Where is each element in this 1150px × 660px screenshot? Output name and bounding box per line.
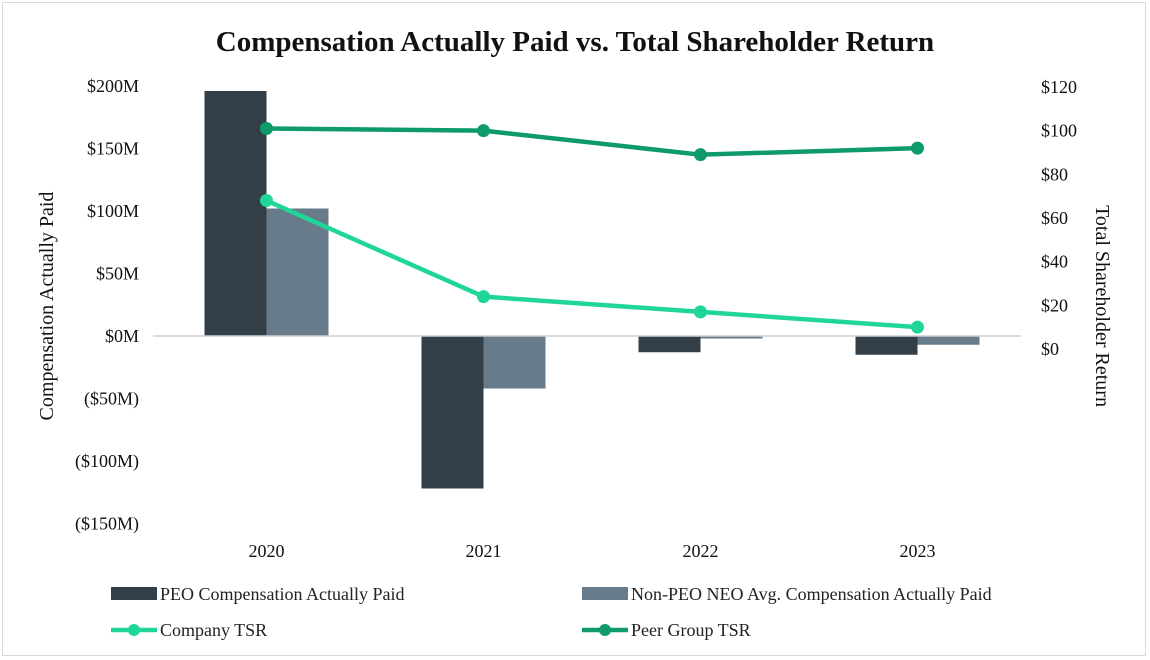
plot-area: $200M $150M $100M $50M $0M ($50M) ($100M) ($150…	[75, 76, 1077, 561]
y2-tick-label: $40	[1041, 252, 1068, 272]
legend-peo-label: PEO Compensation Actually Paid	[160, 584, 405, 604]
company-tsr-point-2023	[911, 320, 924, 334]
peer-group-tsr-point-2023	[911, 141, 924, 155]
y-tick-label: $100M	[87, 201, 139, 221]
legend: PEO Compensation Actually Paid Non-PEO NE…	[111, 584, 992, 640]
legend-peo-swatch	[111, 587, 157, 600]
chart-svg: Compensation Actually Paid vs. Total Sha…	[36, 26, 1113, 640]
y-tick-label: ($50M)	[84, 389, 139, 410]
x-tick-label: 2023	[900, 541, 936, 561]
legend-company-tsr-swatch-marker	[128, 624, 140, 636]
x-tick-label: 2021	[466, 541, 502, 561]
peer-group-tsr-point-2021	[477, 124, 490, 138]
bar-peo-2023	[855, 336, 918, 355]
bar-non-peo-2023	[917, 336, 980, 345]
y2-tick-label: $60	[1041, 208, 1068, 228]
y-tick-label: $0M	[105, 326, 139, 346]
y2-tick-label: $0	[1041, 339, 1059, 359]
bar-peo-2022	[638, 336, 701, 353]
y2-tick-label: $100	[1041, 121, 1077, 141]
y2-tick-label: $120	[1041, 77, 1077, 97]
company-tsr-point-2021	[477, 290, 490, 304]
y-tick-label: ($100M)	[75, 451, 139, 472]
legend-peer-group-tsr-label: Peer Group TSR	[631, 620, 751, 640]
chart-title: Compensation Actually Paid vs. Total Sha…	[216, 26, 934, 58]
legend-company-tsr-label: Company TSR	[160, 620, 267, 640]
y-tick-label: $150M	[87, 139, 139, 159]
legend-non-peo-label: Non-PEO NEO Avg. Compensation Actually P…	[631, 584, 992, 604]
bar-peo-2021	[421, 336, 484, 489]
y-tick-label: ($150M)	[75, 514, 139, 535]
y2-axis-title: Total Shareholder Return	[1091, 205, 1113, 407]
bar-non-peo-2020	[266, 208, 329, 336]
y-tick-label: $50M	[96, 264, 139, 284]
x-tick-label: 2020	[249, 541, 285, 561]
y2-tick-label: $80	[1041, 164, 1068, 184]
y2-tick-label: $20	[1041, 295, 1068, 315]
company-tsr-line	[265, 198, 918, 330]
bar-non-peo-2022	[700, 336, 763, 339]
bar-non-peo-2021	[483, 336, 546, 389]
company-tsr-point-2022	[694, 305, 707, 319]
bar-peo-2020	[204, 91, 267, 336]
peer-group-tsr-point-2022	[694, 148, 707, 162]
peer-group-tsr-point-2020	[260, 121, 273, 135]
y-axis-title: Compensation Actually Paid	[36, 192, 58, 421]
legend-peer-group-tsr-swatch-marker	[599, 624, 611, 636]
company-tsr-point-2020	[260, 194, 273, 208]
x-tick-label: 2022	[683, 541, 719, 561]
peer-group-tsr-line	[266, 126, 918, 157]
legend-non-peo-swatch	[582, 587, 628, 600]
y-tick-label: $200M	[87, 76, 139, 96]
